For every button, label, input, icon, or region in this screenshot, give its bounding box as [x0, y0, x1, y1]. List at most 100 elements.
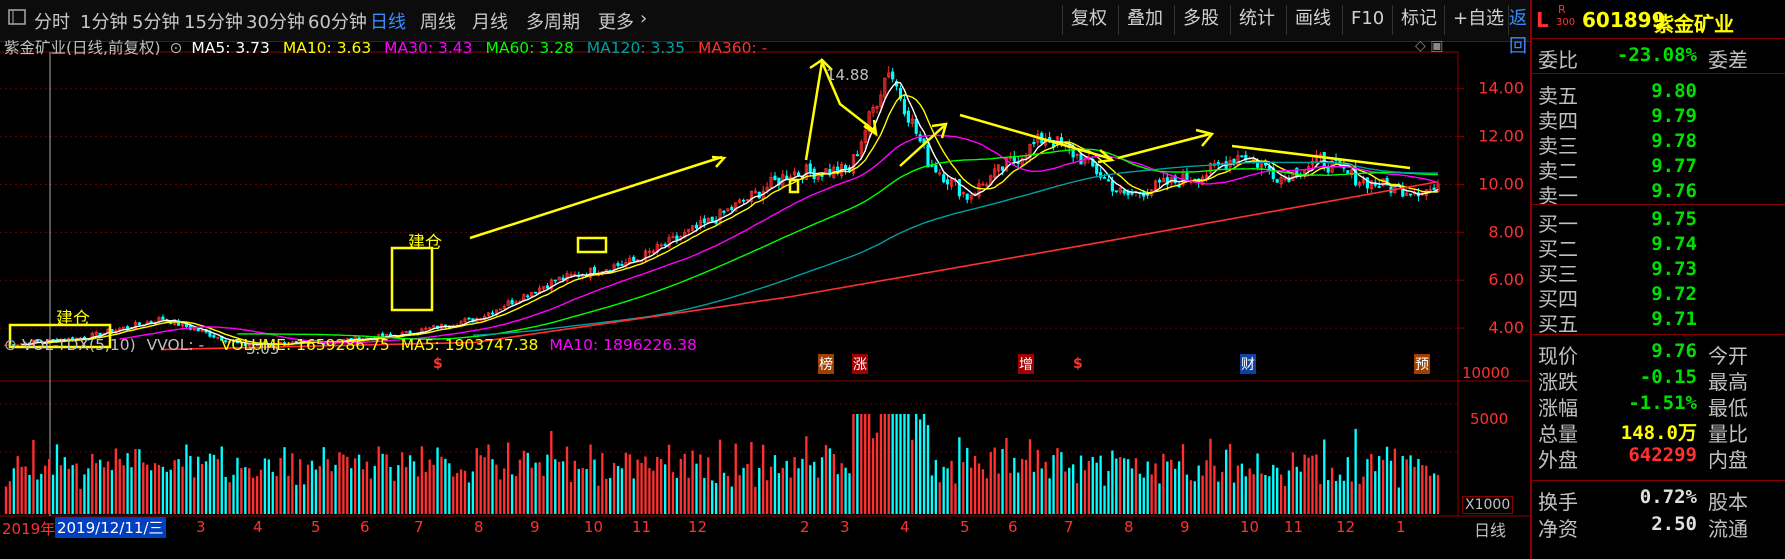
cursor-date: 2019/12/11/三 — [55, 517, 166, 538]
ma30-label: MA30: 3.43 — [384, 39, 473, 57]
tab-multi-period[interactable]: 多周期 — [526, 12, 580, 33]
period-label[interactable]: 日线 — [1474, 521, 1507, 540]
candle-body — [1208, 162, 1213, 174]
bid-row[interactable]: 买二 9.74 — [1538, 233, 1783, 261]
candle-body — [965, 193, 969, 200]
volume-indicator-name[interactable]: VOL-TDX(5,10) — [21, 336, 136, 354]
volume-indicator-header: ⊙ VOL-TDX(5,10) VVOL: - VOLUME: 1659286.… — [4, 336, 697, 358]
candle-body — [1004, 157, 1009, 172]
candle-body — [216, 336, 220, 339]
candle-body — [997, 164, 1001, 172]
candle-body — [753, 190, 757, 194]
tab-more[interactable]: 更多 — [598, 12, 634, 33]
ask-row[interactable]: 卖五 9.80 — [1538, 80, 1783, 108]
candle-body — [793, 171, 797, 176]
tab-weekly[interactable]: 周线 — [420, 12, 456, 33]
tab-fenshi[interactable]: 分时 — [34, 12, 70, 33]
multi-stock-button[interactable]: 多股 — [1174, 5, 1227, 35]
event-marker-limitup[interactable]: 涨 — [852, 354, 868, 374]
ask-row[interactable]: 卖四 9.79 — [1538, 105, 1783, 133]
event-marker-increase[interactable]: 增 — [1018, 354, 1034, 374]
candle-body — [294, 340, 298, 343]
month-label: 9 — [530, 518, 540, 536]
candle-body — [1381, 178, 1385, 187]
back-button[interactable]: 返回 — [1508, 5, 1530, 57]
bid-label: 买二 — [1538, 237, 1578, 261]
chevron-right-icon[interactable]: › — [640, 8, 648, 29]
candle-body — [1279, 177, 1283, 185]
candle-body — [4, 344, 8, 347]
tab-5min[interactable]: 5分钟 — [132, 12, 180, 33]
bid-row[interactable]: 买三 9.73 — [1538, 258, 1783, 286]
candle-body — [514, 301, 518, 304]
candle-body — [1263, 163, 1267, 166]
candle-body — [1071, 149, 1075, 158]
candle-body — [828, 169, 832, 176]
candle-body — [1436, 183, 1440, 192]
chart-title: 紫金矿业(日线,前复权) — [4, 39, 161, 57]
event-marker-forecast[interactable]: 预 — [1414, 354, 1430, 374]
tab-monthly[interactable]: 月线 — [472, 12, 508, 33]
tab-1min[interactable]: 1分钟 — [80, 12, 128, 33]
stat-label: 涨跌 — [1538, 370, 1578, 394]
tab-daily[interactable]: 日线 — [370, 12, 406, 33]
event-marker-finance[interactable]: 财 — [1240, 354, 1256, 374]
ask-row[interactable]: 卖二 9.77 — [1538, 155, 1783, 183]
ask-row[interactable]: 卖三 9.78 — [1538, 130, 1783, 158]
tab-60min[interactable]: 60分钟 — [308, 12, 367, 33]
candle-body — [126, 326, 130, 329]
statistics-button[interactable]: 统计 — [1230, 5, 1283, 35]
tab-15min[interactable]: 15分钟 — [184, 12, 243, 33]
period-toolbar: 分时 1分钟 5分钟 15分钟 30分钟 60分钟 日线 周线 月线 多周期 更… — [0, 0, 1530, 57]
candle-body — [887, 72, 891, 78]
bid-label: 买一 — [1538, 212, 1578, 236]
ma5-label: MA5: 3.73 — [191, 39, 270, 57]
net-asset-value: 2.50 — [1651, 513, 1697, 535]
tab-30min[interactable]: 30分钟 — [246, 12, 305, 33]
event-marker-dividend[interactable]: $ — [433, 356, 443, 372]
candle-body — [549, 279, 553, 290]
bid-row[interactable]: 买一 9.75 — [1538, 208, 1783, 236]
candle-body — [1095, 164, 1099, 175]
candle-body — [1161, 177, 1165, 183]
high-price-label: 14.88 — [826, 66, 869, 84]
stat-label: 现价 — [1538, 344, 1578, 368]
stat-value: -0.15 — [1639, 366, 1697, 388]
kline-chart-panel[interactable]: 14.00 12.00 10.00 8.00 6.00 4.00 紫金矿业(日线,前复权) — [0, 38, 1530, 559]
candle-body — [898, 88, 903, 100]
menu-icon[interactable] — [6, 6, 28, 33]
event-marker-list[interactable]: 榜 — [818, 354, 834, 374]
bid-row[interactable]: 买四 9.72 — [1538, 283, 1783, 311]
candle-body — [981, 183, 985, 186]
mark-button[interactable]: 标记 — [1392, 5, 1445, 35]
candle-body — [977, 183, 981, 197]
candle-body — [804, 164, 808, 180]
candle-body — [985, 184, 989, 187]
overlay-button[interactable]: 叠加 — [1118, 5, 1171, 35]
candle-body — [902, 99, 907, 115]
bid-label: 买五 — [1538, 312, 1578, 336]
event-marker-dividend-2[interactable]: $ — [1073, 356, 1083, 372]
candle-body — [506, 300, 510, 307]
ma10-line — [41, 94, 1439, 345]
panel-window-icons[interactable]: ◇ ▣ — [1415, 38, 1444, 54]
draw-line-button[interactable]: 画线 — [1286, 5, 1339, 35]
volume-settings-icon[interactable]: ⊙ — [4, 336, 17, 354]
candle-body — [659, 244, 663, 247]
settings-circle-icon[interactable]: ⊙ — [169, 39, 183, 57]
candle-body — [1350, 169, 1354, 176]
bid-price: 9.73 — [1651, 258, 1697, 280]
bid-row[interactable]: 买五 9.71 — [1538, 308, 1783, 336]
bid-label: 买四 — [1538, 287, 1578, 311]
downtrend-line — [959, 113, 1113, 161]
candle-body — [1377, 186, 1381, 188]
candle-body — [541, 286, 546, 290]
candle-body — [1000, 166, 1005, 171]
candle-body — [224, 340, 228, 343]
candle-body — [820, 175, 824, 177]
add-watchlist-button[interactable]: +自选 — [1444, 5, 1512, 35]
fuquan-button[interactable]: 复权 — [1062, 5, 1115, 35]
kline-chart-svg[interactable]: 14.00 12.00 10.00 8.00 6.00 4.00 — [0, 42, 1530, 559]
candle-body — [687, 228, 691, 232]
f10-button[interactable]: F10 — [1342, 5, 1392, 35]
